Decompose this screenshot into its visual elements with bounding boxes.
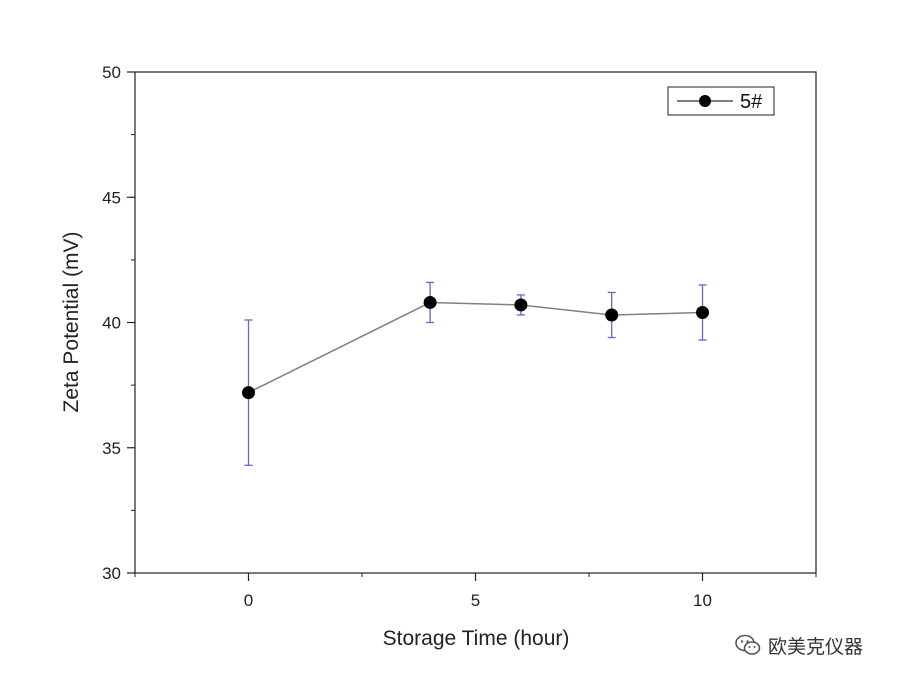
- tick-labels: 30 35 40 45 50 0 5 10: [102, 63, 712, 610]
- legend: 5#: [667, 86, 775, 116]
- x-axis-label: Storage Time (hour): [383, 627, 570, 650]
- y-tick-label: 40: [102, 314, 121, 333]
- data-point: [696, 305, 709, 319]
- watermark-text: 欧美克仪器: [768, 635, 864, 658]
- watermark: 欧美克仪器: [734, 630, 863, 660]
- plot-frame: [134, 71, 817, 574]
- data-point: [242, 386, 255, 400]
- data-point: [514, 298, 528, 312]
- legend-marker: [699, 95, 711, 107]
- y-tick-label: 50: [102, 63, 121, 82]
- wechat-icon: [735, 634, 761, 655]
- y-tick-label: 45: [102, 188, 121, 207]
- legend-label: 5#: [740, 91, 763, 113]
- data-point: [423, 295, 437, 309]
- series: [242, 281, 709, 466]
- series-line: [248, 301, 703, 394]
- axes: [134, 71, 817, 574]
- y-tick-label: 30: [102, 564, 121, 583]
- x-tick-label: 10: [693, 591, 712, 610]
- x-tick-label: 5: [471, 591, 480, 610]
- y-axis-label: Zeta Potential (mV): [60, 232, 83, 413]
- ticks: [127, 71, 817, 581]
- y-tick-label: 35: [102, 439, 121, 458]
- data-point: [605, 308, 619, 322]
- x-tick-label: 0: [244, 591, 253, 610]
